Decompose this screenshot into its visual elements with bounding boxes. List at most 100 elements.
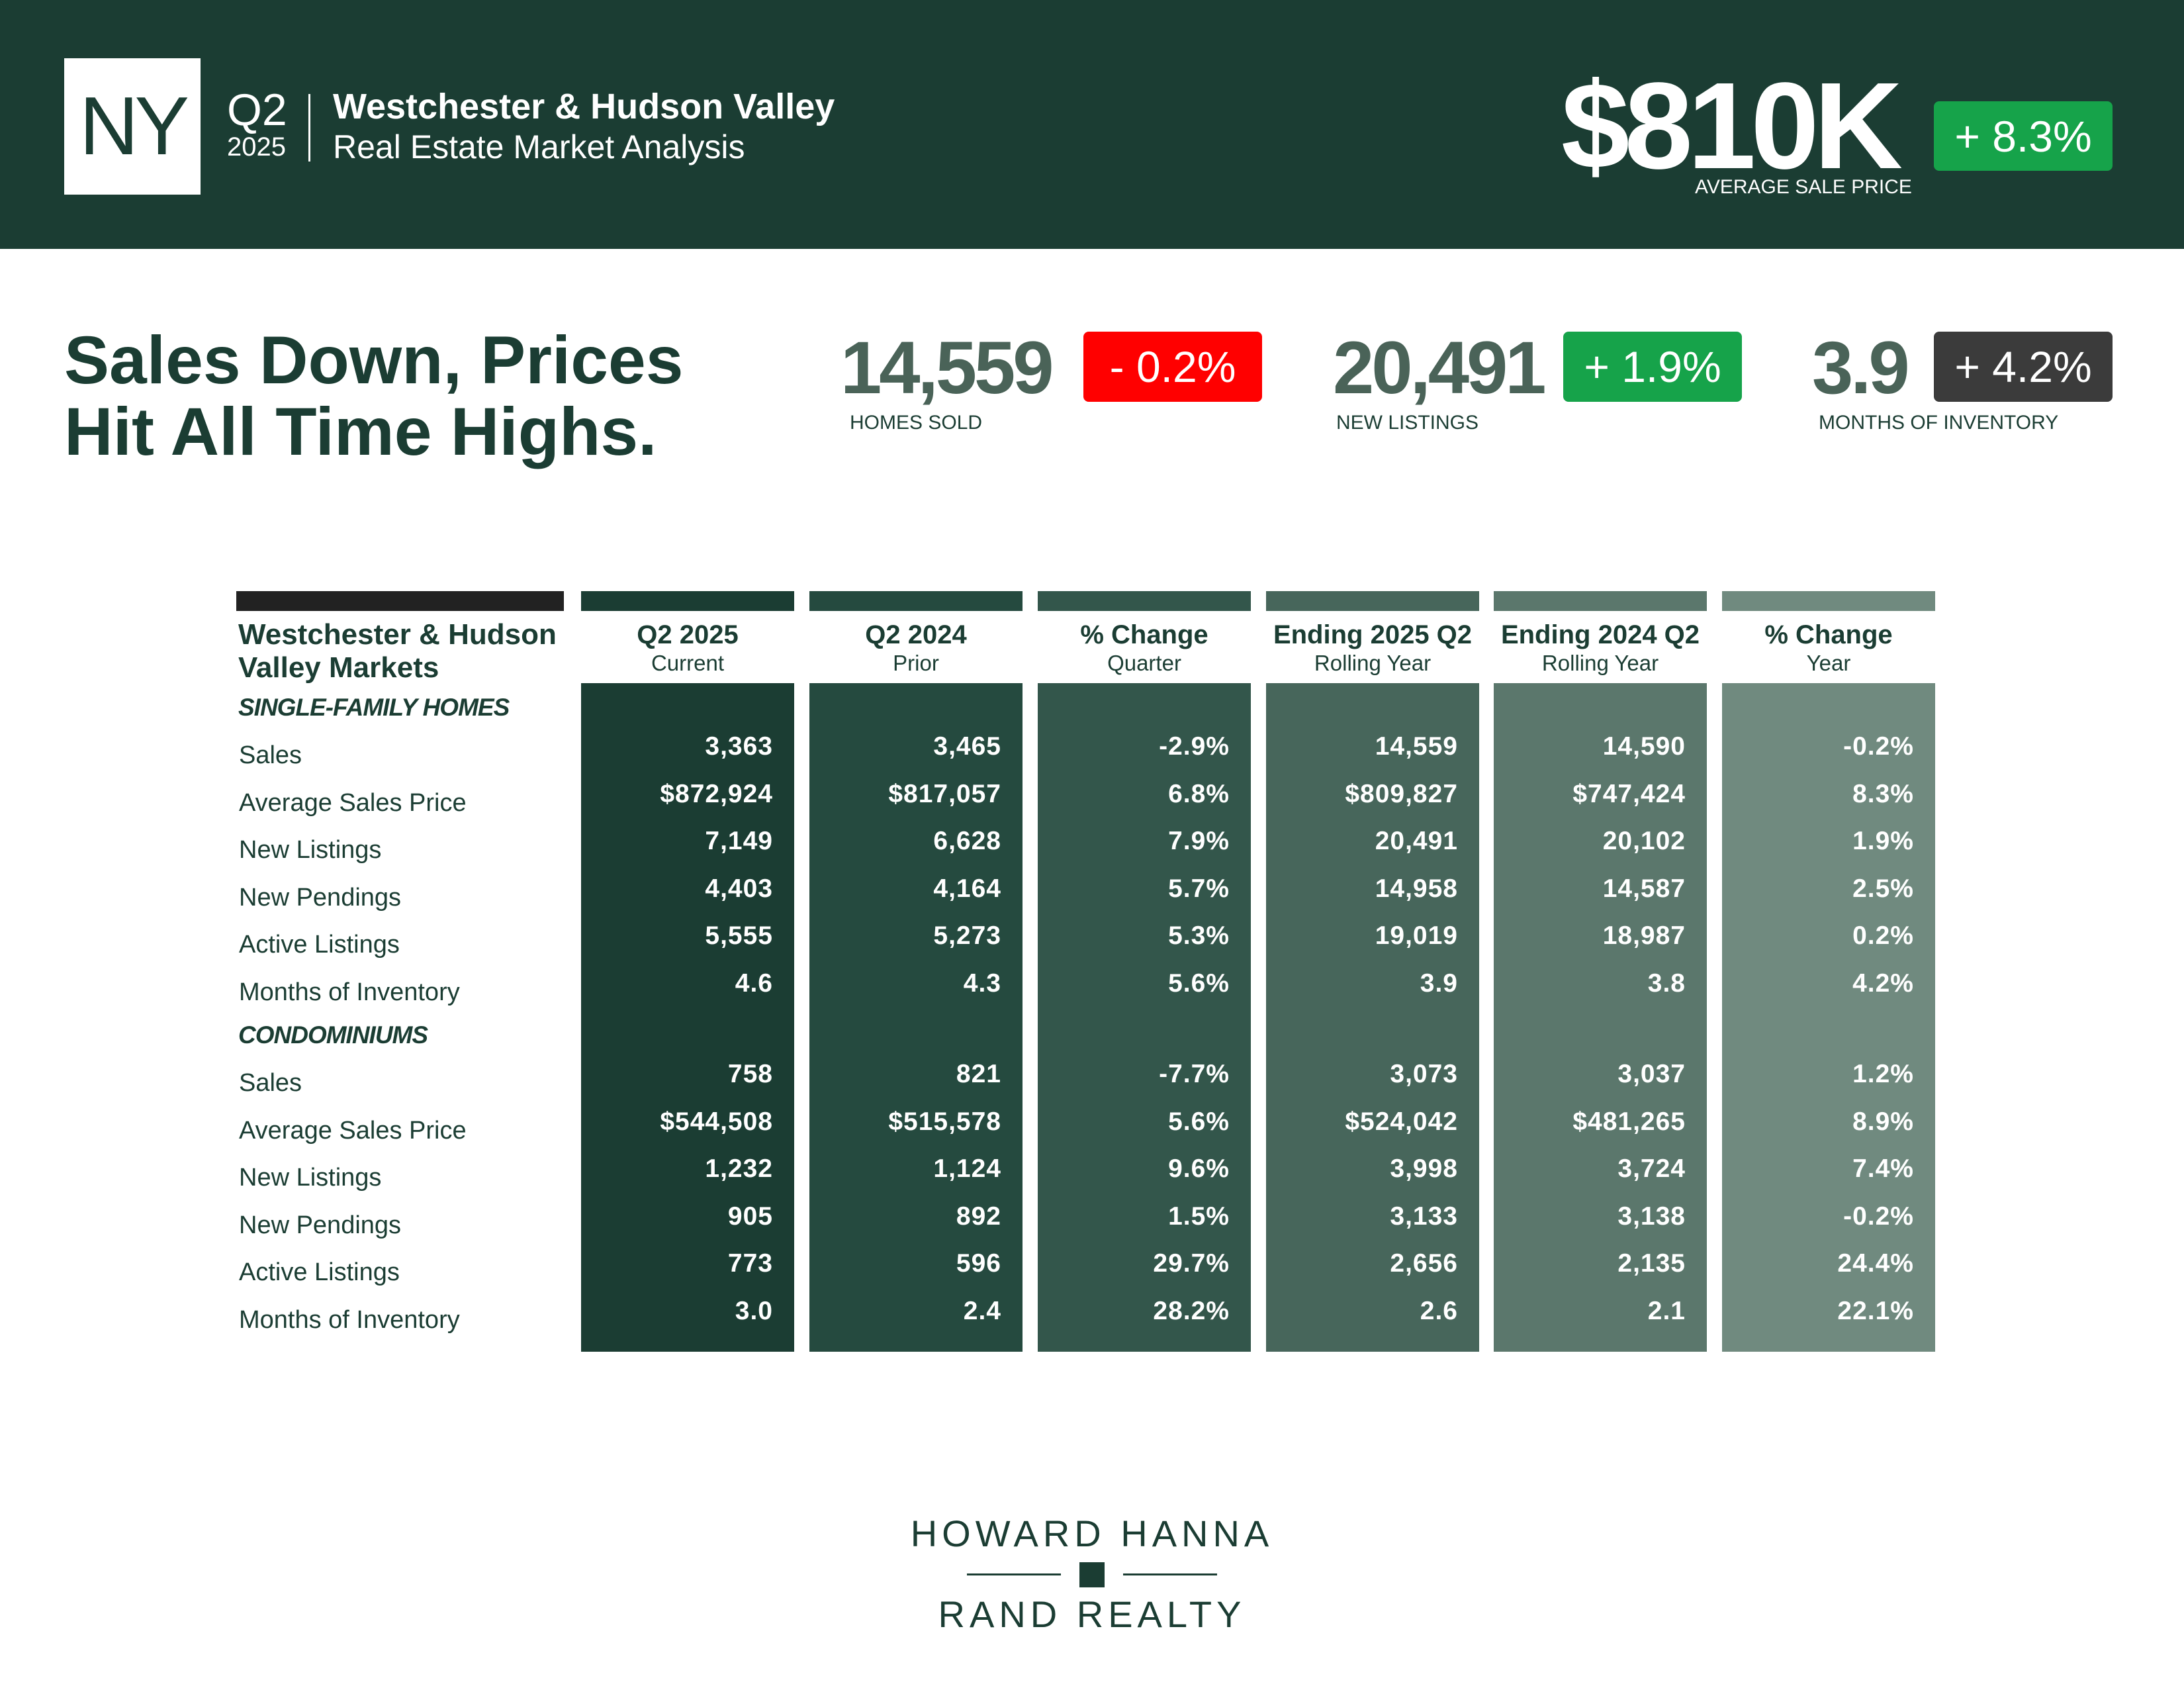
table-cell: 3,037 bbox=[1617, 1060, 1686, 1088]
table-cell: 18,987 bbox=[1602, 921, 1686, 950]
table-cell: 29.7% bbox=[1153, 1249, 1230, 1278]
row-label-new-listings: New Listings bbox=[239, 1164, 382, 1192]
table-cell: 7.4% bbox=[1852, 1154, 1914, 1183]
column-topbar-4 bbox=[1266, 591, 1479, 611]
table-cell: 24.4% bbox=[1837, 1249, 1914, 1278]
table-cell: -2.9% bbox=[1159, 732, 1230, 761]
table-cell: 4.3 bbox=[963, 968, 1001, 998]
table-cell: 5.6% bbox=[1168, 1107, 1230, 1136]
table-cell: 14,559 bbox=[1375, 732, 1458, 761]
average-sale-price-value: $810K bbox=[1561, 58, 1903, 195]
table-cell: 892 bbox=[956, 1201, 1001, 1231]
column-topbar-6 bbox=[1722, 591, 1935, 611]
table-cell: 8.9% bbox=[1852, 1107, 1914, 1136]
column-topbar-5 bbox=[1494, 591, 1707, 611]
table-cell: 3.0 bbox=[735, 1296, 773, 1325]
title-block: Westchester & Hudson Valley Real Estate … bbox=[333, 86, 835, 167]
kpi-months-inventory-badge: + 4.2% bbox=[1934, 332, 2113, 402]
table-cell: 4.2% bbox=[1852, 968, 1914, 998]
table-cell: 5.6% bbox=[1168, 968, 1230, 998]
table-cell: $747,424 bbox=[1572, 779, 1686, 808]
header-banner: NY Q2 2025 Westchester & Hudson Valley R… bbox=[0, 0, 2184, 249]
brand-divider-right bbox=[1123, 1573, 1217, 1575]
column-header-subtitle: Current bbox=[651, 651, 725, 675]
section-title-single-family-homes: SINGLE-FAMILY HOMES bbox=[238, 694, 510, 721]
brand-divider-left bbox=[967, 1573, 1061, 1575]
column-header-subtitle: Rolling Year bbox=[1541, 651, 1659, 675]
average-sale-price-label: AVERAGE SALE PRICE bbox=[1695, 176, 1912, 198]
column-topbar-1 bbox=[581, 591, 794, 611]
quarter-block: Q2 2025 bbox=[227, 87, 287, 162]
market-table-title: Westchester & Hudson Valley Markets bbox=[238, 618, 557, 684]
table-cell: 22.1% bbox=[1837, 1296, 1914, 1325]
table-cell: 3,073 bbox=[1390, 1060, 1458, 1088]
row-label-sales: Sales bbox=[239, 1069, 302, 1097]
kpi-homes-sold-badge: - 0.2% bbox=[1083, 332, 1262, 402]
table-cell: $817,057 bbox=[888, 779, 1001, 808]
quarter-label: Q2 bbox=[227, 85, 287, 135]
column-header-5: Ending 2024 Q2 Rolling Year bbox=[1494, 620, 1707, 677]
headline-line-2: Hit All Time Highs. bbox=[64, 394, 657, 469]
state-abbreviation: NY bbox=[79, 81, 189, 172]
row-label-months-of-inventory: Months of Inventory bbox=[239, 1305, 460, 1334]
column-header-subtitle: Rolling Year bbox=[1314, 651, 1432, 675]
table-cell: 4,164 bbox=[933, 874, 1001, 903]
table-cell: $481,265 bbox=[1572, 1107, 1686, 1136]
column-header-title: Q2 2024 bbox=[865, 620, 967, 649]
kpi-months-inventory-label: MONTHS OF INVENTORY bbox=[1819, 412, 2059, 434]
table-cell: -0.2% bbox=[1843, 732, 1914, 761]
table-cell: 20,102 bbox=[1602, 827, 1686, 855]
kpi-homes-sold-label: HOMES SOLD bbox=[850, 412, 983, 434]
table-cell: 7.9% bbox=[1168, 827, 1230, 855]
column-topbar-3 bbox=[1038, 591, 1251, 611]
kpi-homes-sold-value: 14,559 bbox=[841, 326, 1054, 409]
table-cell: 2,135 bbox=[1617, 1249, 1686, 1278]
header-divider bbox=[308, 94, 310, 162]
table-cell: $872,924 bbox=[660, 779, 773, 808]
row-label-new-pendings: New Pendings bbox=[239, 1211, 402, 1239]
market-title-line-1: Westchester & Hudson bbox=[238, 618, 557, 651]
table-cell: 4.6 bbox=[735, 968, 773, 998]
table-cell: 1.2% bbox=[1852, 1060, 1914, 1088]
column-header-subtitle: Year bbox=[1806, 651, 1851, 675]
table-cell: 758 bbox=[727, 1060, 773, 1088]
row-label-sales: Sales bbox=[239, 741, 302, 769]
column-header-4: Ending 2025 Q2 Rolling Year bbox=[1266, 620, 1479, 677]
year-label: 2025 bbox=[227, 132, 286, 162]
column-background-4 bbox=[1266, 683, 1479, 1352]
state-logo-box: NY bbox=[64, 58, 201, 195]
table-cell: 5,555 bbox=[705, 921, 773, 950]
table-cell: 3,363 bbox=[705, 732, 773, 761]
column-header-subtitle: Quarter bbox=[1107, 651, 1181, 675]
column-header-2: Q2 2024 Prior bbox=[809, 620, 1023, 677]
table-cell: 19,019 bbox=[1375, 921, 1458, 950]
table-cell: 7,149 bbox=[705, 827, 773, 855]
brand-square-icon bbox=[1079, 1562, 1105, 1587]
row-label-average-sales-price: Average Sales Price bbox=[239, 788, 467, 817]
row-label-months-of-inventory: Months of Inventory bbox=[239, 978, 460, 1006]
kpi-new-listings-label: NEW LISTINGS bbox=[1336, 412, 1479, 434]
table-cell: 3,998 bbox=[1390, 1154, 1458, 1183]
table-cell: 2.4 bbox=[963, 1296, 1001, 1325]
row-label-active-listings: Active Listings bbox=[239, 931, 400, 959]
headline-line-1: Sales Down, Prices bbox=[64, 322, 684, 398]
market-title-line-2: Valley Markets bbox=[238, 651, 439, 684]
column-header-title: Ending 2025 Q2 bbox=[1273, 620, 1473, 649]
table-cell: 821 bbox=[956, 1060, 1001, 1088]
table-cell: 6,628 bbox=[933, 827, 1001, 855]
table-cell: 2.5% bbox=[1852, 874, 1914, 903]
column-background-1 bbox=[581, 683, 794, 1352]
table-cell: 5,273 bbox=[933, 921, 1001, 950]
table-cell: $515,578 bbox=[888, 1107, 1001, 1136]
column-header-1: Q2 2025 Current bbox=[581, 620, 794, 677]
table-cell: 1,232 bbox=[705, 1154, 773, 1183]
table-cell: $809,827 bbox=[1345, 779, 1458, 808]
column-header-3: % Change Quarter bbox=[1038, 620, 1251, 677]
table-cell: $524,042 bbox=[1345, 1107, 1458, 1136]
table-cell: 20,491 bbox=[1375, 827, 1458, 855]
table-cell: 5.3% bbox=[1168, 921, 1230, 950]
table-cell: 3,724 bbox=[1617, 1154, 1686, 1183]
table-cell: 1.5% bbox=[1168, 1201, 1230, 1231]
table-cell: 14,587 bbox=[1602, 874, 1686, 903]
column-header-6: % Change Year bbox=[1722, 620, 1935, 677]
